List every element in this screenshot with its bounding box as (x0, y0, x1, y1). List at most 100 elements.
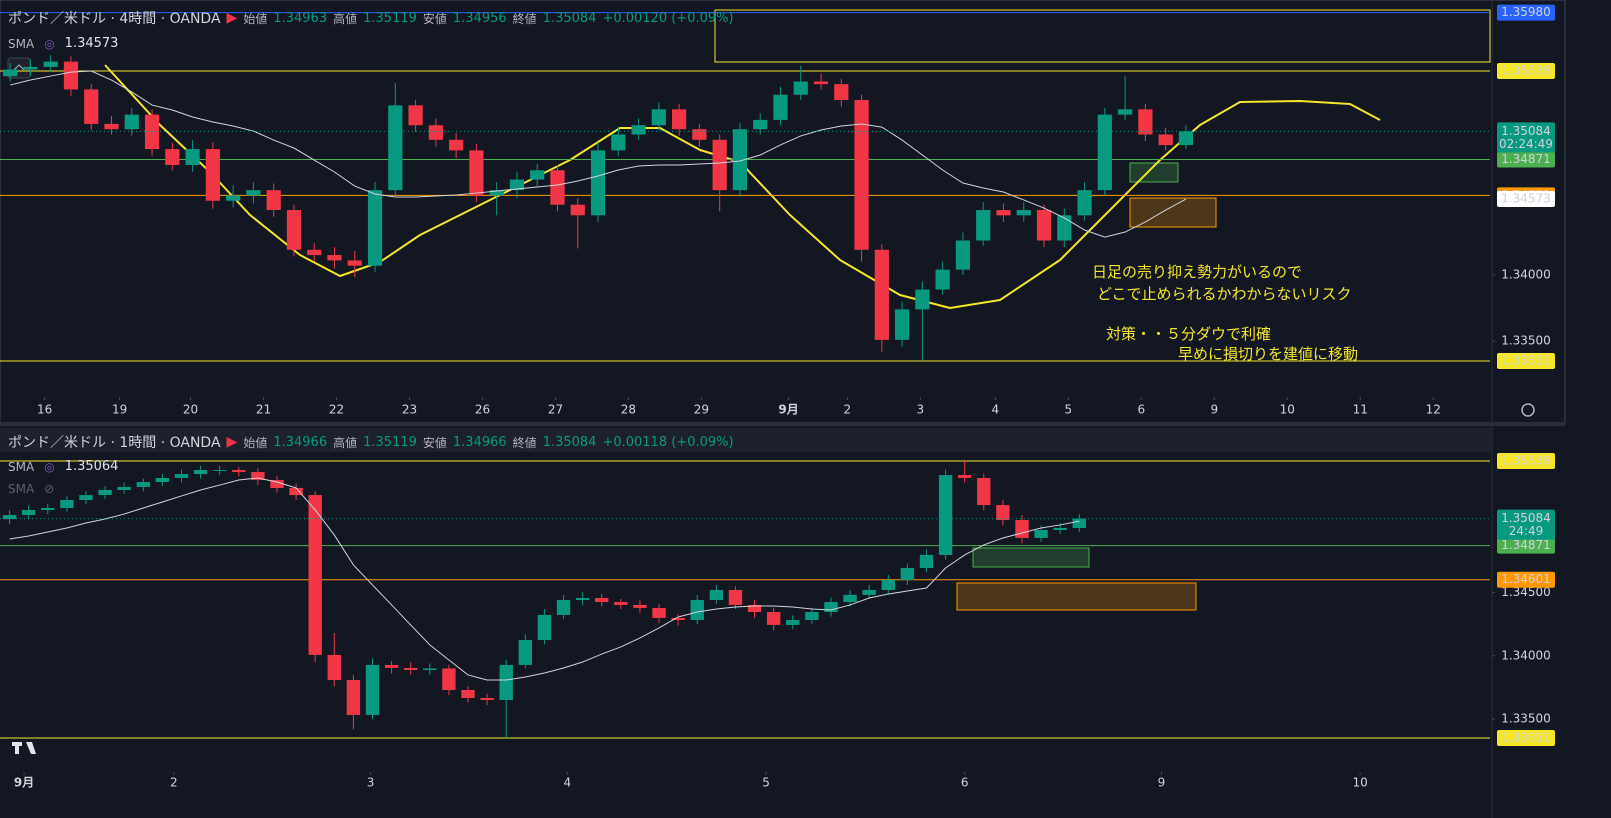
legend-value: 1.35119 (363, 10, 417, 26)
last-price-label: 1.35084 (1501, 511, 1551, 525)
candle-body (193, 470, 208, 475)
price-label: 1.33351 (1501, 353, 1551, 367)
candle-body (136, 482, 150, 487)
candle-body (1158, 134, 1173, 146)
x-tick-label: 2 (844, 403, 852, 417)
candle-body (84, 89, 99, 124)
candle-body (895, 309, 910, 340)
legend-change: +0.00120 (+0.09%) (602, 10, 734, 26)
candle-body (874, 249, 889, 340)
indicator-name: SMA (8, 482, 35, 496)
candle-body (671, 617, 685, 620)
legend-value: 1.34966 (452, 434, 507, 450)
price-label-box (1497, 352, 1555, 369)
collapse-icon (13, 64, 25, 71)
candle-body (165, 149, 180, 165)
candle-body (793, 81, 808, 95)
candle-body (428, 125, 443, 140)
x-tick-label: 9月 (14, 776, 34, 790)
x-tick-label: 9月 (778, 403, 798, 417)
candle-body (266, 190, 281, 211)
indicator-icon: ◎ (44, 36, 55, 51)
candle-body (824, 602, 838, 613)
candle-body (469, 150, 484, 196)
x-tick-label: 28 (621, 403, 636, 417)
candle-body (226, 195, 241, 201)
y-tick-label: 1.34000 (1501, 648, 1551, 662)
candle-body (404, 667, 418, 670)
candle-body (2, 515, 17, 520)
x-tick-label: 6 (961, 776, 969, 790)
x-tick-label: 29 (694, 403, 709, 417)
legend-key: 始値 (243, 435, 268, 450)
candle-body (1072, 518, 1086, 528)
candle-body (388, 105, 403, 191)
candle-body (307, 249, 322, 256)
candle-body (212, 470, 227, 471)
candle-body (652, 607, 666, 618)
candle-body (1015, 520, 1029, 538)
candle-body (938, 475, 953, 555)
sma-line (9, 477, 1080, 681)
indicator-icon: ◎ (44, 459, 55, 474)
candle-body (327, 255, 342, 261)
price-label: 1.35980 (1501, 5, 1551, 19)
candle-body (709, 590, 724, 600)
symbol-header: ポンド／米ドル · 1時間 · OANDA ▶ 始値 1.34966 高値 1.35… (8, 432, 734, 452)
legend-value: 1.34963 (273, 10, 328, 26)
sma-label-box (1497, 191, 1555, 208)
x-tick-label: 4 (564, 776, 572, 790)
candle-body (41, 507, 55, 510)
x-tick-label: 21 (256, 403, 271, 417)
candle-body (712, 139, 727, 191)
x-tick-label: 2 (170, 776, 178, 790)
candle-body (1138, 109, 1153, 135)
candle-body (692, 129, 707, 140)
candle-body (595, 597, 609, 603)
candle-body (843, 594, 857, 603)
candle-body (480, 697, 494, 700)
candle-body (286, 210, 302, 250)
x-tick-label: 26 (475, 403, 490, 417)
settings-icon[interactable] (1521, 403, 1535, 417)
price-label: 1.34871 (1501, 152, 1551, 166)
legend-key: 高値 (333, 435, 358, 450)
candle-body (957, 475, 972, 478)
candle-body (556, 600, 571, 615)
candle-body (690, 600, 704, 620)
price-label: 1.35539 (1501, 454, 1551, 468)
candle-body (747, 604, 762, 613)
candle-body (384, 664, 399, 668)
hidden-icon[interactable]: ⊘ (44, 482, 55, 496)
candle-body (232, 470, 246, 473)
indicator-row: SMA ◎ 1.35064 (8, 459, 118, 474)
sma-label: 1.34573 (1501, 192, 1551, 206)
candle-body (408, 105, 423, 126)
legend-value: 1.34956 (452, 10, 507, 26)
last-price-box (1497, 122, 1555, 153)
zone-box (1129, 197, 1217, 228)
annotation: 日足の売り抑え勢力がいるので (1092, 263, 1303, 281)
candle-body (449, 139, 464, 151)
candle-body (23, 66, 38, 70)
candle-body (1053, 527, 1067, 530)
candle-body (900, 567, 915, 580)
price-label-box (1497, 151, 1555, 168)
y-tick-label: 1.34000 (1501, 267, 1551, 281)
x-tick-label: 9 (1210, 403, 1218, 417)
candle-body (976, 210, 991, 241)
candle-body (1097, 114, 1112, 191)
legend-value: 1.35119 (363, 434, 417, 450)
candle-body (935, 269, 950, 290)
legend-value: 1.35084 (542, 10, 597, 26)
x-tick-label: 3 (367, 776, 375, 790)
candle-body (21, 510, 36, 516)
price-label: 1.34871 (1501, 538, 1551, 552)
indicator-row: SMA ◎ 1.34573 (8, 36, 118, 51)
candle-body (805, 612, 819, 620)
candle-body (834, 84, 849, 101)
candle-body (996, 210, 1011, 216)
countdown-label: 02:24:49 (1499, 137, 1553, 151)
symbol-title: ポンド／米ドル · 1時間 · OANDA (8, 435, 221, 451)
